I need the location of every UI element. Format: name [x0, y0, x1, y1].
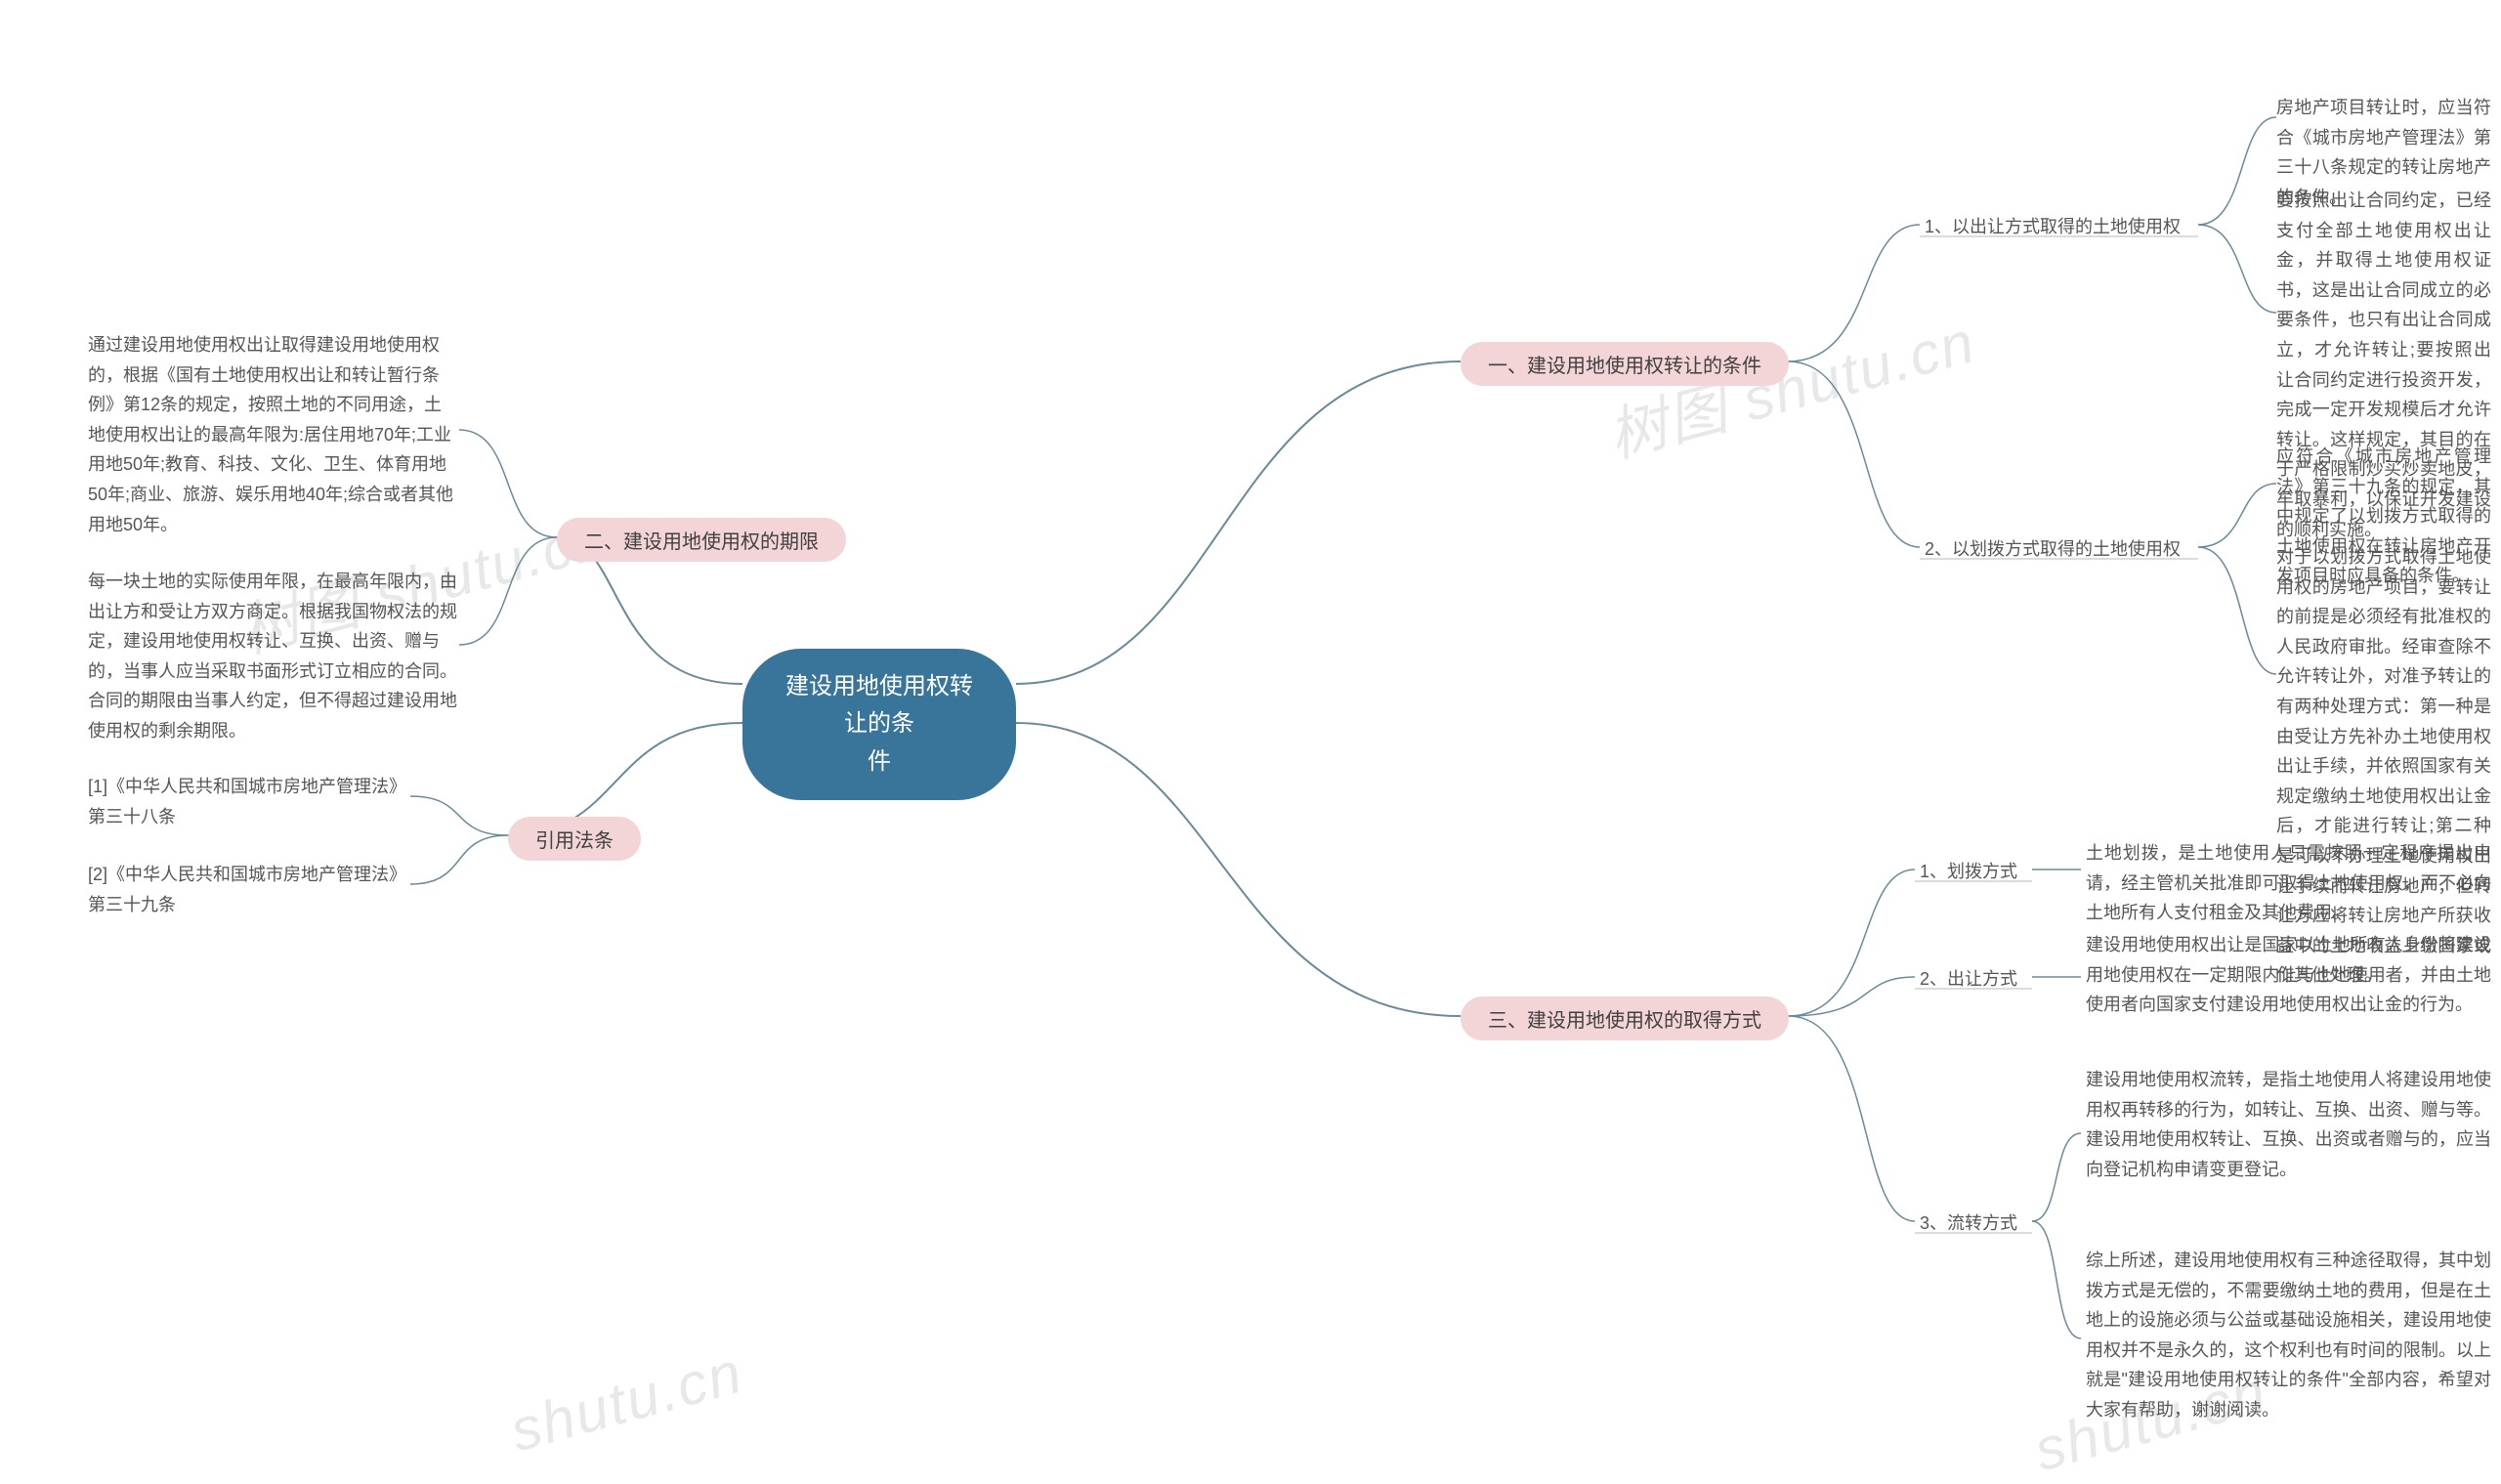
- root-node: 建设用地使用权转让的条 件: [742, 649, 1016, 800]
- branch-c: 三、建设用地使用权的取得方式: [1461, 996, 1789, 1040]
- leaf-b2: 每一块土地的实际使用年限，在最高年限内，由出让方和受让方双方商定。根据我国物权法…: [88, 567, 459, 746]
- leaf-c3-1: 建设用地使用权流转，是指土地使用人将建设用地使用权再转移的行为，如转让、互换、出…: [2086, 1065, 2491, 1184]
- sub-c2: 2、出让方式: [1920, 965, 2017, 991]
- leaf-c2-1: 建设用地使用权出让是国家以土地所有人身份将建设用地使用权在一定期限内让与土地使用…: [2086, 930, 2491, 1020]
- root-line2: 件: [868, 748, 891, 775]
- leaf-c1-1: 土地划拨，是土地使用人只需按照一定程序提出申请，经主管机关批准即可取得土地使用权…: [2086, 838, 2491, 928]
- sub-a1: 1、以出让方式取得的土地使用权: [1925, 213, 2181, 238]
- branch-d: 引用法条: [508, 817, 641, 861]
- watermark: shutu.cn: [503, 1338, 749, 1464]
- sub-c1: 1、划拨方式: [1920, 858, 2017, 883]
- sub-c3: 3、流转方式: [1920, 1209, 2017, 1235]
- leaf-b1: 通过建设用地使用权出让取得建设用地使用权的，根据《国有土地使用权出让和转让暂行条…: [88, 330, 459, 539]
- branch-a: 一、建设用地使用权转让的条件: [1461, 342, 1789, 386]
- leaf-d2: [2]《中华人民共和国城市房地产管理法》 第三十九条: [88, 860, 410, 919]
- leaf-c3-2: 综上所述，建设用地使用权有三种途径取得，其中划拨方式是无偿的，不需要缴纳土地的费…: [2086, 1246, 2491, 1425]
- sub-a2: 2、以划拨方式取得的土地使用权: [1925, 535, 2181, 561]
- leaf-d1: [1]《中华人民共和国城市房地产管理法》 第三十八条: [88, 772, 410, 831]
- root-line1: 建设用地使用权转让的条: [785, 673, 973, 737]
- branch-b: 二、建设用地使用权的期限: [557, 518, 846, 562]
